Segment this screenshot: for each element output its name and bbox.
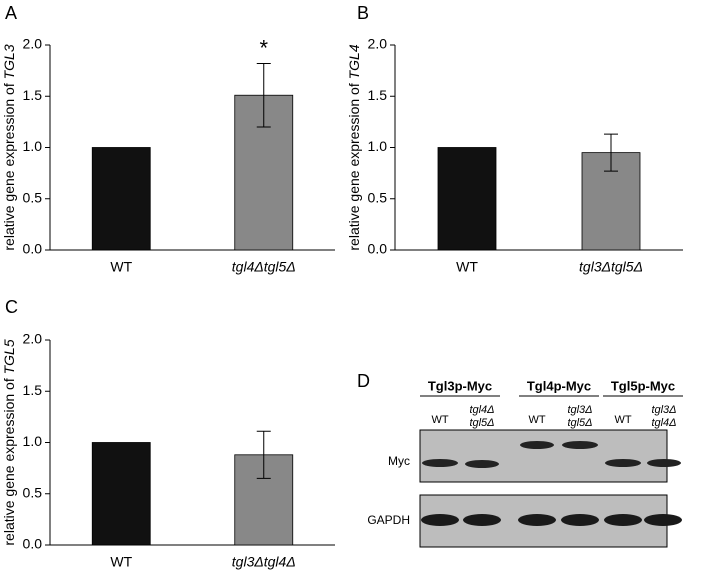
y-tick-label: 0.0 [23,241,43,257]
y-axis-label-part: relative gene expression of [346,79,362,250]
y-axis-label-part: TGL5 [1,339,17,374]
panel-label: B [357,3,369,23]
y-tick-label: 0.5 [368,189,388,205]
error-bar [256,430,271,479]
y-tick-label: 0.0 [368,241,388,257]
y-tick-label: 1.0 [23,433,43,449]
y-tick-label: 1.0 [368,138,388,154]
band [562,441,598,449]
x-tick-label: tgl3Δtgl5Δ [579,259,643,275]
annotation: * [259,35,268,60]
band [561,514,599,526]
lane-label: tgl4Δ [651,417,676,429]
panel-label: A [5,3,17,23]
panel-label: D [357,371,370,391]
y-tick-label: 2.0 [368,36,388,52]
band [463,514,501,526]
lane-label: tgl5Δ [469,417,494,429]
bar [91,147,151,251]
y-axis-label: relative gene expression of TGL4 [346,44,362,250]
band [604,514,642,526]
band [647,459,681,467]
blot-images [419,429,682,548]
lane-label: WT [528,414,545,426]
bar [437,147,497,251]
y-tick-label: 1.0 [23,138,43,154]
row-label: Myc [388,454,410,468]
x-tick-label: tgl4Δtgl5Δ [232,259,296,275]
y-tick-label: 1.5 [23,87,43,103]
bar [91,442,151,546]
band [421,514,459,526]
lane-label: WT [614,414,631,426]
band [520,441,554,449]
y-axis-label: relative gene expression of TGL5 [1,339,17,545]
band [518,514,556,526]
group-label: Tgl4p-Myc [527,378,591,393]
y-tick-label: 1.5 [368,87,388,103]
y-tick-label: 0.5 [23,484,43,500]
y-tick-label: 2.0 [23,36,43,52]
y-axis-label-part: relative gene expression of [1,374,17,545]
band [465,460,499,468]
y-axis-label-part: TGL3 [1,44,17,79]
lane-label: tgl4Δ [469,404,494,416]
y-tick-label: 1.5 [23,382,43,398]
x-tick-label: WT [456,259,478,275]
x-tick-label: tgl3Δtgl4Δ [232,554,296,570]
blot-myc [419,429,668,483]
y-axis-label: relative gene expression of TGL3 [1,44,17,250]
panel-label: C [5,297,18,317]
band [605,459,641,467]
row-label: GAPDH [367,513,410,527]
y-axis-label-part: relative gene expression of [1,79,17,250]
y-tick-label: 0.0 [23,536,43,552]
error-bar [256,62,271,128]
group-label: Tgl3p-Myc [428,378,492,393]
lane-label: WT [431,414,448,426]
band [644,514,682,526]
x-tick-label: WT [110,259,132,275]
lane-label: tgl3Δ [567,404,592,416]
y-axis-label-part: TGL4 [346,44,362,79]
y-tick-label: 0.5 [23,189,43,205]
x-tick-label: WT [110,554,132,570]
y-tick-label: 2.0 [23,331,43,347]
error-bar [604,133,618,172]
lane-label: tgl3Δ [651,404,676,416]
lane-label: tgl5Δ [567,417,592,429]
band [422,459,458,467]
group-label: Tgl5p-Myc [611,378,675,393]
